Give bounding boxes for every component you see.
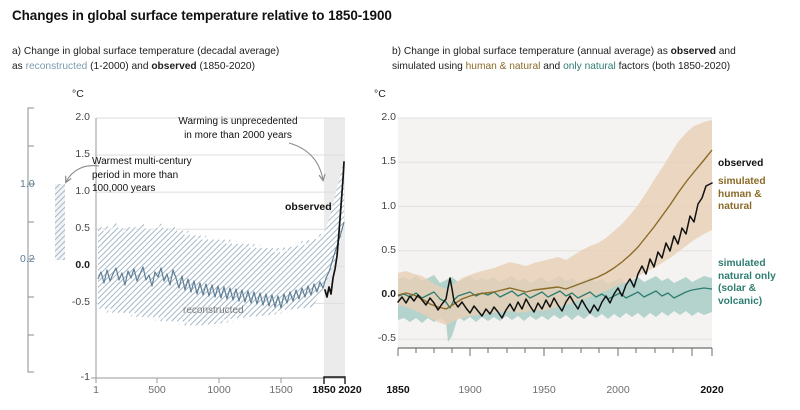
panel-a-xtick-1850: 1850 <box>312 384 336 396</box>
panel-a-warmest-period-bar <box>55 184 65 260</box>
panel-a-unit-label: °C <box>72 88 84 100</box>
panel-a-caption-as: as <box>12 61 26 72</box>
panel-b-caption: b) Change in global surface temperature … <box>392 44 792 74</box>
panel-b-human-band <box>398 120 712 325</box>
panel-a-xtick-1500: 1500 <box>269 384 293 396</box>
panel-a-caption-and: (1-2000) and <box>87 61 152 72</box>
panel-b-legend-human-natural: simulated human & natural <box>718 176 766 213</box>
panel-b-plot <box>397 117 713 356</box>
panel-b-xtick-1850: 1850 <box>386 384 410 396</box>
panel-a-xtick-1000: 1000 <box>207 384 231 396</box>
panel-a-bracket-label-1-0: 1.0 <box>20 178 35 190</box>
panel-b-caption-and: and <box>540 61 564 72</box>
panel-a-plot <box>27 107 346 384</box>
panel-b-ytick-1-5: 1.5 <box>381 155 396 167</box>
panel-a-label-observed: observed <box>285 201 332 213</box>
panel-a-xtick-2020: 2020 <box>338 384 362 396</box>
panel-a-bracket-label-0-2: 0.2 <box>20 253 35 265</box>
panel-a-caption-line1: a) Change in global surface temperature … <box>12 46 280 57</box>
panel-b-human-line <box>397 149 713 310</box>
panel-b-ytick-0-0: 0.0 <box>381 288 396 300</box>
panel-b-caption-natural: only natural <box>563 61 616 72</box>
panel-a-arrow-unprecedented <box>288 142 323 180</box>
panel-b-xtick-1900: 1900 <box>458 384 482 396</box>
panel-b-xtick-1950: 1950 <box>532 384 556 396</box>
panel-a-xtick-500: 500 <box>148 384 166 396</box>
panel-a-observed-line <box>324 161 345 298</box>
panel-a-arrow-warmest <box>66 165 100 182</box>
panel-b-observed-line <box>397 182 713 319</box>
panel-b-ytick-neg0-5: -0.5 <box>377 332 396 344</box>
panel-b-ytick-0-5: 0.5 <box>381 244 396 256</box>
panel-b-caption-line1a: b) Change in global surface temperature … <box>392 46 671 57</box>
panel-b-caption-line2c: factors (both 1850-2020) <box>615 61 731 72</box>
panel-a-ytick-1-0: 1.0 <box>75 185 90 197</box>
panel-b-caption-line2a: simulated using <box>392 61 466 72</box>
panel-b-xtick-2020: 2020 <box>700 384 724 396</box>
panel-b-legend-observed: observed <box>718 158 764 169</box>
panel-a-caption: a) Change in global surface temperature … <box>12 44 342 74</box>
panel-b-ytick-2-0: 2.0 <box>381 111 396 123</box>
panel-b-xtick-2000: 2000 <box>606 384 630 396</box>
panel-b-legend-natural-only: simulated natural only (solar & volcanic… <box>718 258 776 307</box>
panel-a-caption-observed: observed <box>151 61 197 72</box>
panel-a-caption-years: (1850-2020) <box>196 61 255 72</box>
panel-a-reconstructed-line <box>97 221 345 309</box>
panel-b-unit-label: °C <box>374 88 386 100</box>
panel-a-annotation-warmest: Warmest multi-century period in more tha… <box>92 156 192 194</box>
panel-b-caption-observed: observed <box>670 46 716 57</box>
panel-a-ytick-1-5: 1.5 <box>75 148 90 160</box>
panel-b-ytick-1-0: 1.0 <box>381 200 396 212</box>
panel-a-ytick-0-0: 0.0 <box>75 259 90 271</box>
panel-a-label-reconstructed: reconstructed <box>183 305 244 316</box>
panel-b-caption-human: human & natural <box>465 61 541 72</box>
panel-a-annotation-unprecedented: Warming is unprecedented in more than 20… <box>178 116 298 141</box>
panel-a-caption-reconstructed: reconstructed <box>25 61 88 72</box>
panel-a-xtick-1: 1 <box>93 384 99 396</box>
panel-a-ytick-neg1: -1 <box>80 371 90 383</box>
panel-b-caption-line1b: and <box>715 46 736 57</box>
panel-a-xaxis <box>95 376 346 384</box>
panel-a-yaxis <box>91 118 97 379</box>
panel-a-ytick-2-0: 2.0 <box>75 111 90 123</box>
panel-a-reconstructed-band <box>98 160 344 328</box>
panel-a-ytick-neg0-5: -0.5 <box>71 296 90 308</box>
panel-a-bracket-axis <box>27 107 35 373</box>
panel-a-ytick-0-5: 0.5 <box>75 222 90 234</box>
page-title: Changes in global surface temperature re… <box>12 8 392 23</box>
panel-b-xaxis <box>397 347 713 356</box>
